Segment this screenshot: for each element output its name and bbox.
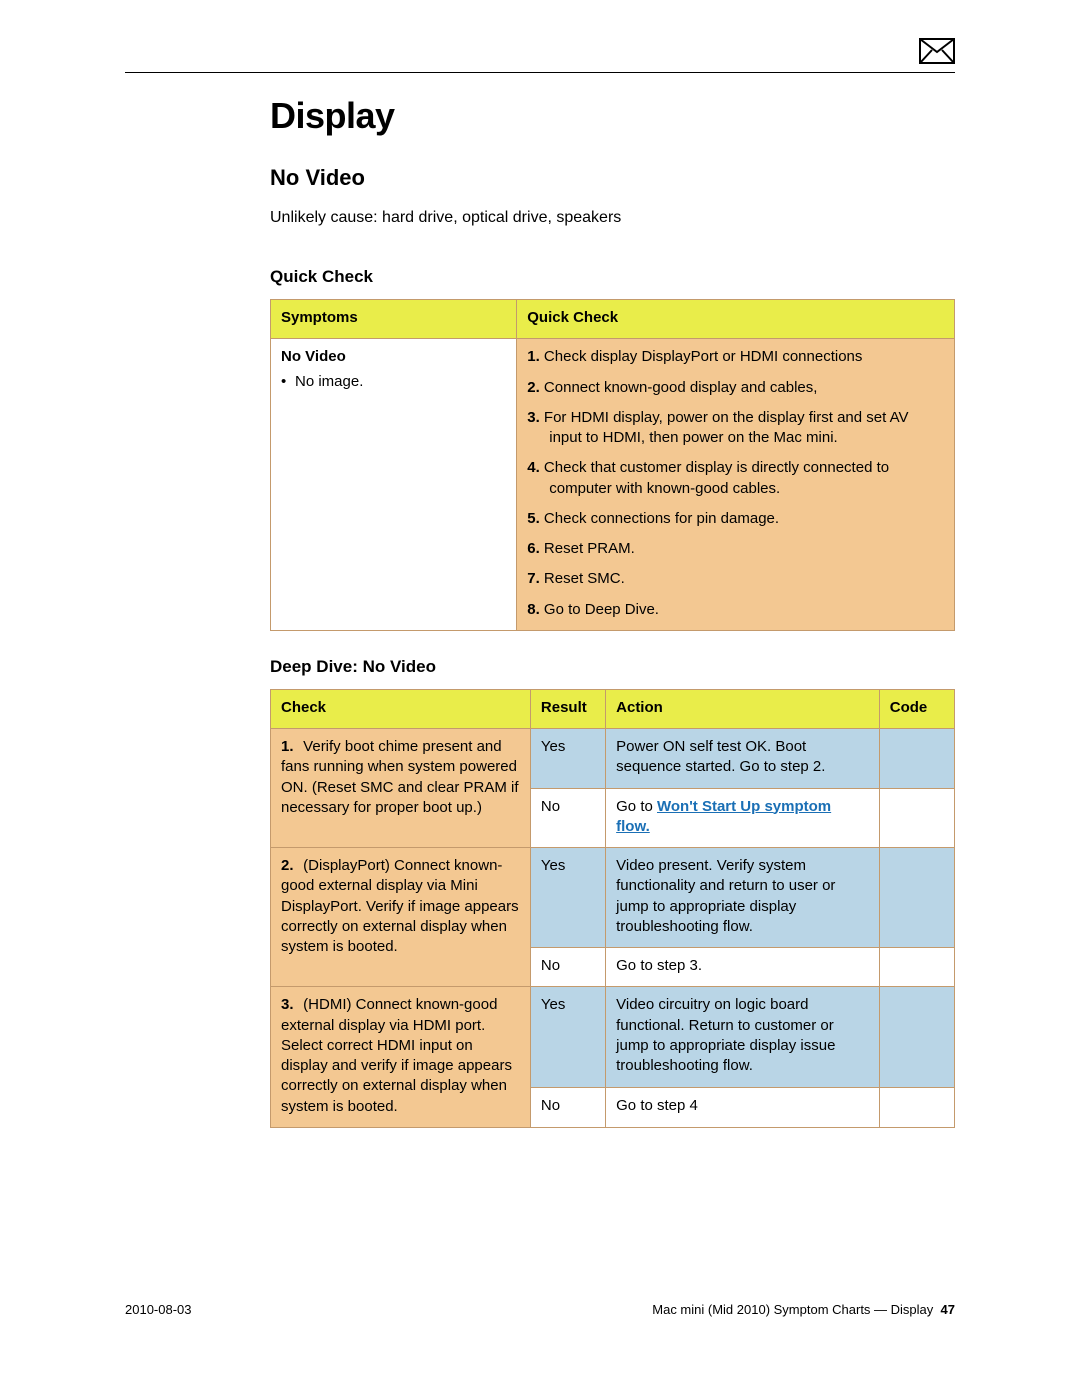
qc-step: 4. Check that customer display is direct… xyxy=(527,458,944,499)
mail-icon xyxy=(919,38,955,64)
step-number: 3. xyxy=(281,995,299,1015)
dd-code-cell xyxy=(879,848,954,948)
dd-check-cell: 1. Verify boot chime present and fans ru… xyxy=(271,729,531,848)
qc-step: 7. Reset SMC. xyxy=(527,569,944,589)
dd-code-cell xyxy=(879,788,954,848)
qc-steps-list: 1. Check display DisplayPort or HDMI con… xyxy=(527,347,944,620)
dd-check-cell: 3. (HDMI) Connect known-good external di… xyxy=(271,987,531,1128)
section-heading: No Video xyxy=(270,165,955,191)
page-footer: 2010-08-03 Mac mini (Mid 2010) Symptom C… xyxy=(125,1302,955,1317)
dd-col-result: Result xyxy=(530,689,605,728)
dd-action-no: Go to Won't Start Up symptom flow. xyxy=(606,788,880,848)
dd-result-no: No xyxy=(530,788,605,848)
dd-check-text: Verify boot chime present and fans runni… xyxy=(281,738,519,816)
dd-check-cell: 2. (DisplayPort) Connect known-good exte… xyxy=(271,848,531,987)
footer-doc-title: Mac mini (Mid 2010) Symptom Charts — Dis… xyxy=(652,1302,933,1317)
dd-result-no: No xyxy=(530,948,605,987)
dd-check-text: (HDMI) Connect known-good external displ… xyxy=(281,996,512,1114)
dd-result-no: No xyxy=(530,1088,605,1128)
qc-col-quickcheck: Quick Check xyxy=(517,300,955,339)
qc-step: 6. Reset PRAM. xyxy=(527,539,944,559)
dd-col-action: Action xyxy=(606,689,880,728)
dd-col-check: Check xyxy=(271,689,531,728)
dd-check-text: (DisplayPort) Connect known-good externa… xyxy=(281,857,519,955)
dd-code-cell xyxy=(879,987,954,1088)
dd-action-yes: Video circuitry on logic board functiona… xyxy=(606,987,880,1088)
deep-dive-heading: Deep Dive: No Video xyxy=(270,657,955,677)
dd-action-yes: Video present. Verify system functionali… xyxy=(606,848,880,948)
page: Display No Video Unlikely cause: hard dr… xyxy=(0,0,1080,1397)
qc-step: 1. Check display DisplayPort or HDMI con… xyxy=(527,347,944,367)
dd-result-yes: Yes xyxy=(530,987,605,1088)
qc-step: 5. Check connections for pin damage. xyxy=(527,509,944,529)
dd-code-cell xyxy=(879,948,954,987)
table-row: 1. Verify boot chime present and fans ru… xyxy=(271,729,955,789)
page-title: Display xyxy=(270,95,955,137)
qc-steps-cell: 1. Check display DisplayPort or HDMI con… xyxy=(517,339,955,631)
footer-date: 2010-08-03 xyxy=(125,1302,192,1317)
symptom-bullet-list: No image. xyxy=(295,372,506,392)
footer-page-number: 47 xyxy=(941,1302,955,1317)
footer-right: Mac mini (Mid 2010) Symptom Charts — Dis… xyxy=(652,1302,955,1317)
dd-action-no: Go to step 3. xyxy=(606,948,880,987)
quick-check-table: Symptoms Quick Check No Video No image. … xyxy=(270,299,955,631)
main-content: Display No Video Unlikely cause: hard dr… xyxy=(270,95,955,1128)
qc-step: 8. Go to Deep Dive. xyxy=(527,600,944,620)
symptom-bullet: No image. xyxy=(295,372,506,392)
dd-action-no-prefix: Go to xyxy=(616,798,657,815)
dd-action-no: Go to step 4 xyxy=(606,1088,880,1128)
dd-action-yes: Power ON self test OK. Boot sequence sta… xyxy=(606,729,880,789)
table-row: 3. (HDMI) Connect known-good external di… xyxy=(271,987,955,1088)
dd-code-cell xyxy=(879,729,954,789)
qc-step: 3. For HDMI display, power on the displa… xyxy=(527,408,944,449)
dd-code-cell xyxy=(879,1088,954,1128)
symptom-title: No Video xyxy=(281,347,506,367)
step-number: 1. xyxy=(281,737,299,757)
table-row: 2. (DisplayPort) Connect known-good exte… xyxy=(271,848,955,948)
deep-dive-table: Check Result Action Code 1. Verify boot … xyxy=(270,689,955,1128)
step-number: 2. xyxy=(281,856,299,876)
qc-symptoms-cell: No Video No image. xyxy=(271,339,517,631)
qc-step: 2. Connect known-good display and cables… xyxy=(527,378,944,398)
dd-result-yes: Yes xyxy=(530,848,605,948)
dd-col-code: Code xyxy=(879,689,954,728)
dd-result-yes: Yes xyxy=(530,729,605,789)
qc-col-symptoms: Symptoms xyxy=(271,300,517,339)
quick-check-heading: Quick Check xyxy=(270,267,955,287)
unlikely-cause-line: Unlikely cause: hard drive, optical driv… xyxy=(270,209,955,227)
header-rule xyxy=(125,72,955,73)
